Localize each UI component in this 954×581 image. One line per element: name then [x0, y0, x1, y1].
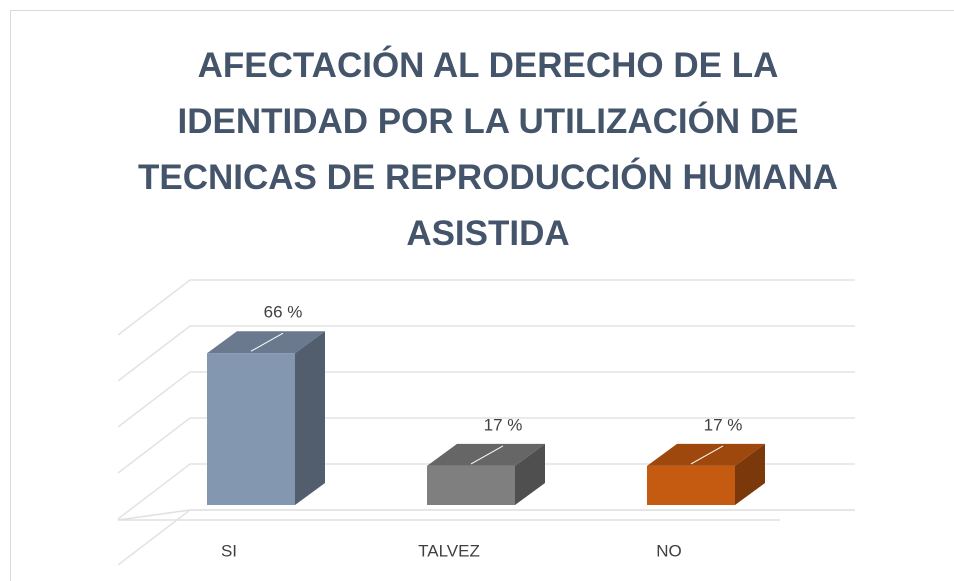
x-tick-label: SI	[221, 541, 237, 560]
chart-frame	[10, 10, 954, 581]
grid-line	[117, 463, 855, 520]
grid-line	[117, 417, 855, 474]
data-label: 17 %	[484, 415, 523, 434]
grid-line	[117, 279, 855, 336]
chart-title: AFECTACIÓN AL DERECHO DE LA IDENTIDAD PO…	[137, 46, 839, 253]
leader-line	[250, 332, 284, 352]
floor	[117, 509, 855, 521]
data-label: 17 %	[704, 415, 743, 434]
grid-line	[117, 509, 855, 566]
grid-line	[117, 325, 855, 382]
bar	[647, 465, 735, 505]
leader-line	[690, 445, 724, 465]
bar-side	[515, 443, 545, 505]
bar	[427, 465, 515, 505]
bar-side	[735, 443, 765, 505]
data-label: 66 %	[264, 303, 303, 322]
x-tick-label: NO	[656, 541, 682, 560]
leader-line	[470, 445, 504, 465]
bar-side	[295, 331, 325, 505]
x-tick-label: TALVEZ	[418, 541, 480, 560]
grid-line	[117, 371, 855, 428]
bar	[207, 353, 295, 505]
